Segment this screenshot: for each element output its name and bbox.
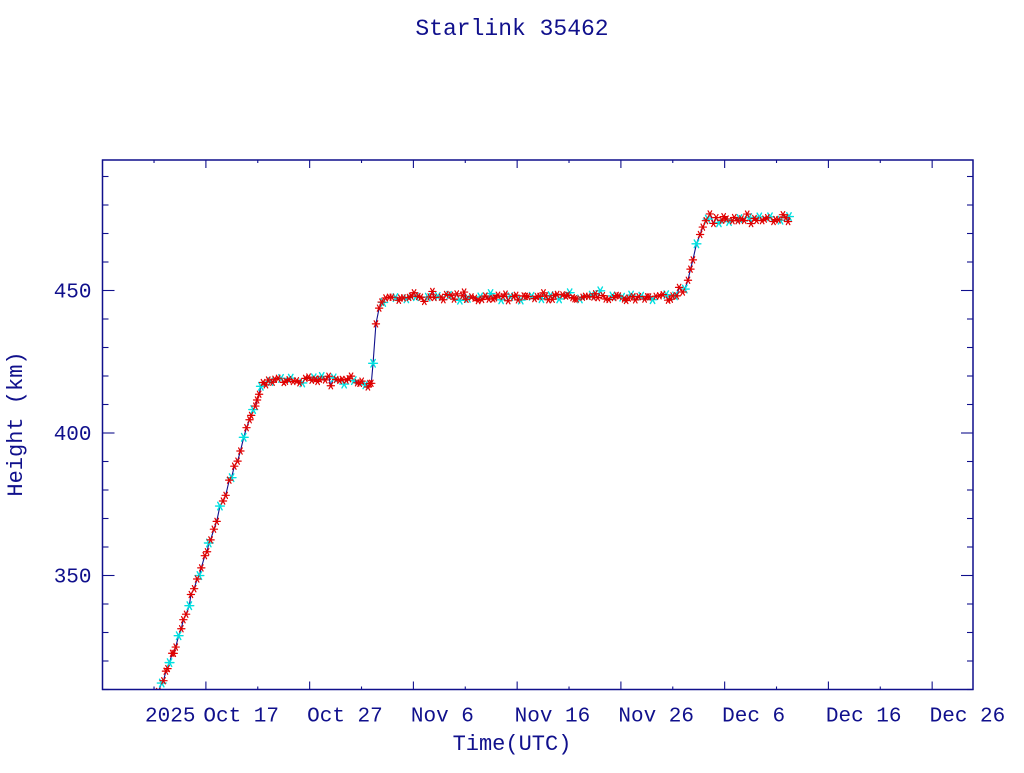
svg-text:Height (km): Height (km) (4, 351, 29, 496)
svg-text:Time(UTC): Time(UTC) (453, 732, 572, 757)
svg-text:Starlink 35462: Starlink 35462 (415, 16, 608, 42)
svg-text:Nov 6: Nov 6 (411, 706, 474, 729)
svg-text:2025: 2025 (145, 706, 195, 729)
svg-text:400: 400 (54, 424, 92, 447)
svg-text:Dec 16: Dec 16 (826, 706, 902, 729)
svg-text:450: 450 (54, 282, 92, 305)
svg-text:Dec 6: Dec 6 (722, 706, 785, 729)
svg-text:Nov 16: Nov 16 (515, 706, 591, 729)
svg-text:Oct 27: Oct 27 (307, 706, 383, 729)
svg-text:Oct 17: Oct 17 (203, 706, 279, 729)
svg-text:350: 350 (54, 567, 92, 590)
svg-text:Dec 26: Dec 26 (930, 706, 1006, 729)
svg-text:Nov 26: Nov 26 (618, 706, 694, 729)
